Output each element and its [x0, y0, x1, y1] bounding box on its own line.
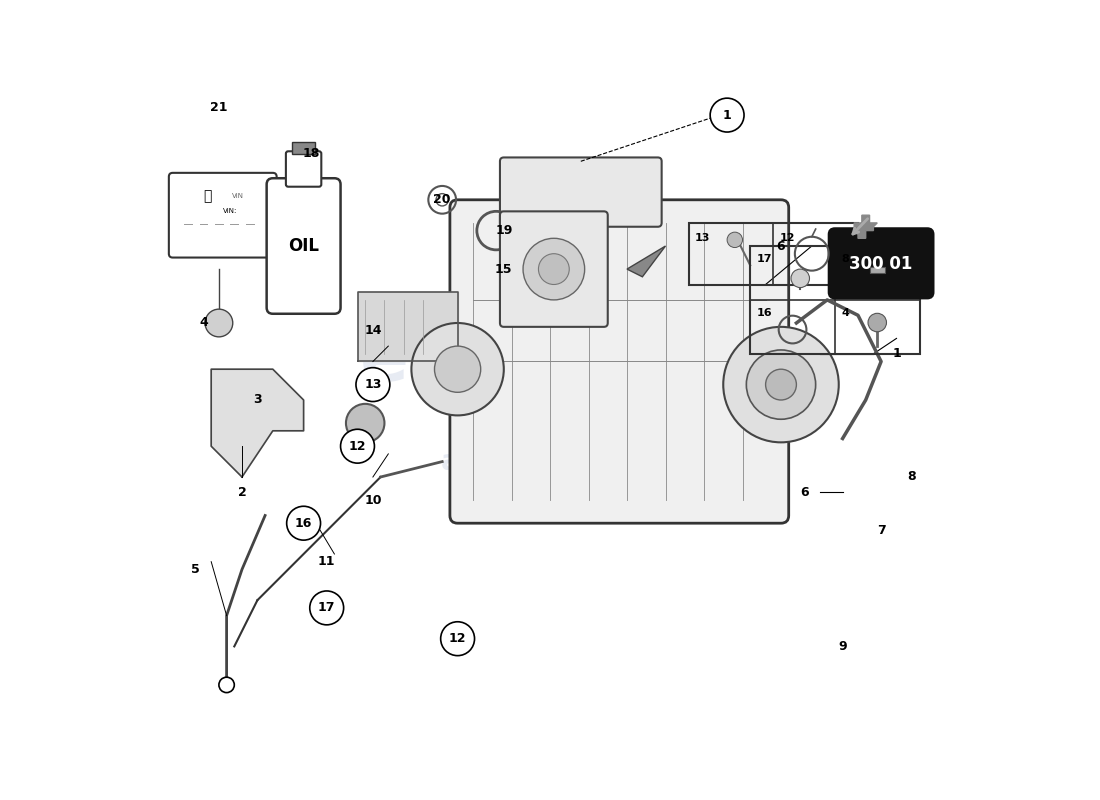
Text: 6: 6 [800, 486, 808, 499]
Text: 10: 10 [364, 494, 382, 506]
Text: 4: 4 [842, 308, 849, 318]
Text: 12: 12 [780, 234, 795, 243]
Text: 20: 20 [433, 194, 451, 206]
FancyBboxPatch shape [266, 178, 341, 314]
Circle shape [434, 346, 481, 392]
Text: 9: 9 [838, 640, 847, 653]
Text: 12: 12 [449, 632, 466, 645]
Circle shape [411, 323, 504, 415]
FancyBboxPatch shape [450, 200, 789, 523]
FancyBboxPatch shape [499, 211, 607, 327]
Text: 7: 7 [877, 525, 886, 538]
Text: 3: 3 [253, 394, 262, 406]
Text: OIL: OIL [288, 237, 319, 255]
Polygon shape [211, 369, 304, 477]
Polygon shape [627, 246, 666, 277]
Circle shape [441, 622, 474, 656]
Text: 16: 16 [757, 308, 772, 318]
Text: 11: 11 [318, 555, 336, 568]
Circle shape [356, 368, 389, 402]
FancyBboxPatch shape [499, 158, 662, 226]
Text: 19: 19 [495, 224, 513, 237]
Text: 4: 4 [199, 317, 208, 330]
Circle shape [711, 98, 744, 132]
Circle shape [766, 369, 796, 400]
Circle shape [436, 194, 449, 206]
Text: a passion for parts: a passion for parts [441, 447, 736, 475]
Text: 1: 1 [723, 109, 732, 122]
Circle shape [539, 254, 570, 285]
Circle shape [524, 238, 585, 300]
Text: eurospares: eurospares [360, 327, 817, 396]
Polygon shape [358, 292, 458, 362]
Text: 17: 17 [318, 602, 336, 614]
Circle shape [724, 327, 838, 442]
Circle shape [287, 506, 320, 540]
Circle shape [341, 430, 374, 463]
Text: 6: 6 [777, 239, 785, 253]
Text: 8: 8 [842, 254, 849, 264]
Text: 16: 16 [295, 517, 312, 530]
Text: 13: 13 [695, 234, 711, 243]
Text: VIN: VIN [232, 193, 244, 199]
Circle shape [310, 591, 343, 625]
Text: 12: 12 [349, 440, 366, 453]
Text: 1: 1 [892, 347, 901, 360]
Bar [750, 246, 920, 354]
Text: 5: 5 [191, 563, 200, 576]
Text: 2: 2 [238, 486, 246, 499]
Text: 14: 14 [364, 324, 382, 338]
Text: 13: 13 [364, 378, 382, 391]
Text: 21: 21 [210, 101, 228, 114]
Text: 8: 8 [908, 470, 916, 483]
FancyBboxPatch shape [169, 173, 277, 258]
Circle shape [346, 404, 385, 442]
Text: 18: 18 [302, 147, 320, 160]
Text: 300 01: 300 01 [849, 255, 913, 274]
Bar [689, 223, 858, 285]
FancyBboxPatch shape [286, 151, 321, 186]
Text: 15: 15 [495, 262, 513, 275]
Text: 🐂: 🐂 [204, 189, 211, 203]
Circle shape [727, 232, 742, 247]
Bar [870, 266, 884, 273]
Circle shape [746, 350, 815, 419]
FancyBboxPatch shape [293, 142, 315, 154]
Text: VIN:: VIN: [222, 208, 238, 214]
FancyBboxPatch shape [828, 228, 934, 298]
Circle shape [791, 269, 810, 287]
Text: 17: 17 [757, 254, 772, 264]
Circle shape [868, 314, 887, 332]
Polygon shape [854, 215, 878, 238]
Circle shape [219, 677, 234, 693]
Circle shape [205, 309, 233, 337]
